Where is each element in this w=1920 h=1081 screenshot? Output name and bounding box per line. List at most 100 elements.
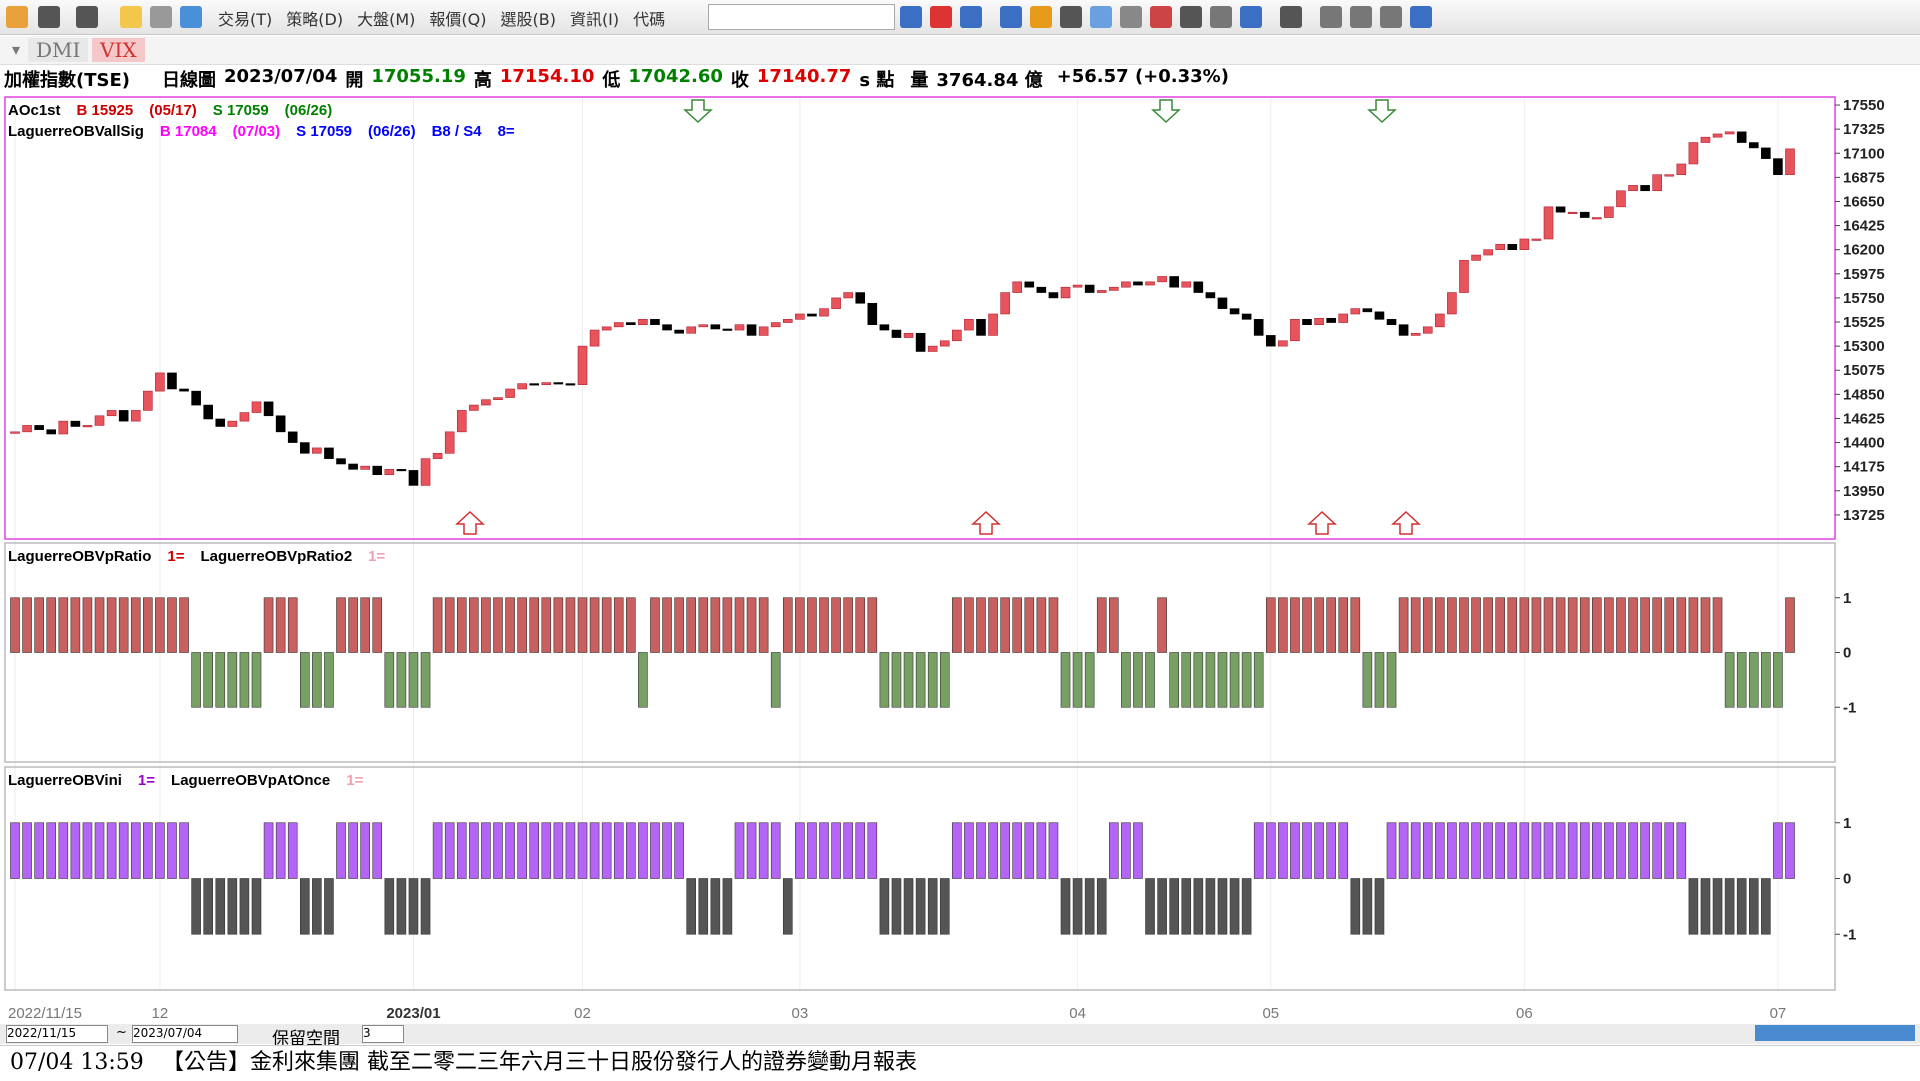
tilde: ~: [116, 1025, 127, 1040]
bar: [1410, 822, 1421, 879]
menu-item[interactable]: 交易(T): [218, 10, 273, 29]
candle-body: [903, 332, 914, 338]
menu-item[interactable]: 報價(Q): [429, 10, 487, 29]
bar: [1616, 597, 1626, 653]
candle-body: [22, 425, 32, 433]
tool-button[interactable]: [960, 6, 982, 28]
candle-body: [698, 324, 709, 328]
bar: [191, 878, 201, 935]
tool-button[interactable]: [1090, 6, 1112, 28]
home-button[interactable]: [6, 6, 28, 28]
bar: [1604, 822, 1614, 879]
bar: [698, 597, 709, 653]
tool-button[interactable]: [1180, 6, 1202, 28]
bar: [1109, 822, 1119, 879]
candle-body: [275, 415, 286, 433]
bar: [505, 822, 515, 879]
bar: [674, 822, 684, 879]
bar: [1374, 652, 1385, 708]
bar: [312, 652, 322, 708]
bar: [1229, 878, 1240, 935]
dropdown[interactable]: ▾: [12, 40, 21, 59]
zoom-controls[interactable]: [1755, 1025, 1915, 1041]
tool-button[interactable]: [1120, 6, 1142, 28]
start-date[interactable]: 2022/11/15: [6, 1025, 108, 1043]
candle-body: [1543, 206, 1554, 240]
end-date[interactable]: 2023/07/04: [132, 1025, 238, 1043]
tool-button[interactable]: [900, 6, 922, 28]
tool-button[interactable]: [1030, 6, 1052, 28]
x-tick-label: 2023/01: [386, 1005, 440, 1022]
news-time: 07/04 13:59: [10, 1050, 144, 1075]
x-tick-label: 02: [574, 1005, 591, 1022]
bar: [1060, 652, 1071, 708]
candle-body: [432, 452, 443, 459]
candle-body: [1628, 185, 1638, 192]
tool-button[interactable]: [1320, 6, 1342, 28]
tool-button[interactable]: [1380, 6, 1402, 28]
tool-button[interactable]: [1280, 6, 1302, 28]
toolbar: 交易(T) 策略(D) 大盤(M) 報價(Q) 選股(B) 資訊(I) 代碼: [0, 0, 1920, 35]
menu-item[interactable]: 策略(D): [286, 10, 344, 29]
bar: [1435, 822, 1445, 879]
tool-button[interactable]: [1150, 6, 1172, 28]
candle-body: [626, 322, 636, 325]
zoom-button[interactable]: [180, 6, 202, 28]
candle-body: [1229, 308, 1240, 315]
bar: [1652, 822, 1662, 879]
print-button[interactable]: [150, 6, 172, 28]
menu-item[interactable]: 大盤(M): [357, 10, 416, 29]
candle-body: [976, 319, 986, 336]
candle-body: [1253, 319, 1264, 336]
bar: [927, 652, 938, 708]
bar: [1652, 597, 1662, 653]
y-tick-label: 17550: [1843, 97, 1885, 114]
bar: [106, 822, 117, 879]
menu-item[interactable]: 代碼: [633, 10, 666, 29]
bar: [167, 597, 177, 653]
candle-body: [1072, 284, 1083, 288]
open-button[interactable]: [120, 6, 142, 28]
candle-body: [734, 324, 745, 331]
bar: [505, 597, 515, 653]
candle-body: [396, 469, 407, 472]
menu-item[interactable]: 選股(B): [500, 10, 556, 29]
bar: [1398, 597, 1409, 653]
menu-item[interactable]: 資訊(I): [569, 10, 620, 29]
candle-body: [1314, 317, 1324, 325]
tool-button[interactable]: [1350, 6, 1372, 28]
bar: [1519, 822, 1530, 879]
code-input[interactable]: [708, 4, 895, 30]
bar: [1193, 878, 1204, 935]
back-button[interactable]: [38, 6, 60, 28]
tool-button[interactable]: [1060, 6, 1082, 28]
tab[interactable]: DMI: [28, 38, 89, 62]
bar: [1664, 597, 1675, 653]
bar: [239, 878, 250, 935]
tool-button[interactable]: [1410, 6, 1432, 28]
bar: [1676, 822, 1687, 879]
bar: [94, 597, 105, 653]
tool-button[interactable]: [1240, 6, 1262, 28]
bar: [372, 822, 383, 879]
tool-button[interactable]: [1210, 6, 1232, 28]
bar: [275, 597, 286, 653]
signal-arrow: [1367, 99, 1397, 124]
tool-button[interactable]: [1000, 6, 1022, 28]
tab[interactable]: VIX: [92, 38, 145, 62]
bar: [1773, 822, 1783, 879]
candle-body: [493, 397, 503, 401]
panel-frame: [4, 96, 1836, 540]
reserve-input[interactable]: 3: [362, 1025, 404, 1043]
news-text[interactable]: 【公告】金利來集團 截至二零二三年六月三十日股份發行人的證券變動月報表: [162, 1050, 917, 1075]
candle-body: [215, 418, 226, 427]
bar: [118, 822, 129, 879]
candle-body: [481, 399, 491, 406]
bar: [251, 652, 262, 708]
bar: [1422, 822, 1433, 879]
bar: [1024, 597, 1035, 653]
bar: [855, 822, 866, 879]
forward-button[interactable]: [76, 6, 98, 28]
bar: [553, 822, 564, 879]
tool-button[interactable]: [930, 6, 952, 28]
